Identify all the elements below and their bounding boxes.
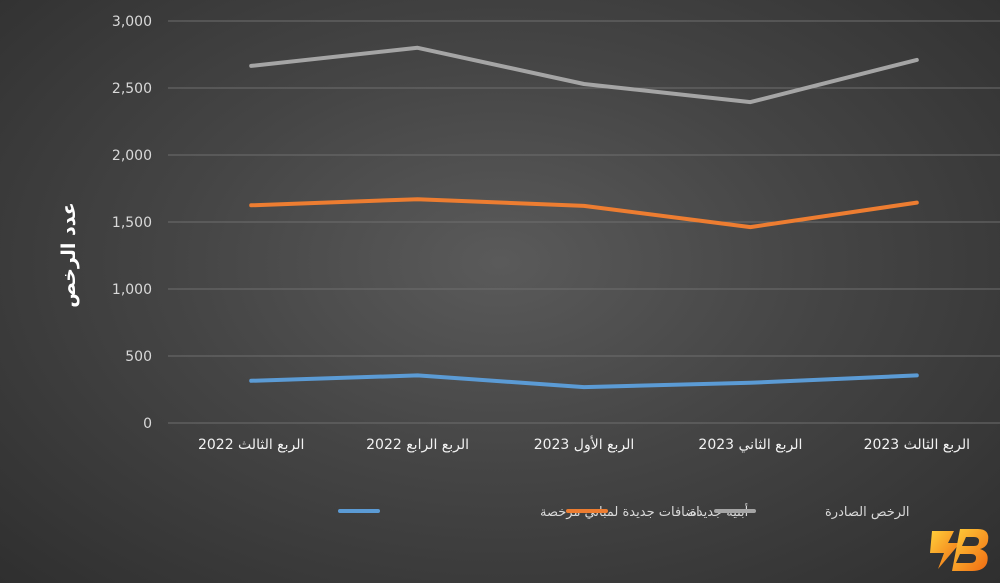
legend-label: اضافات جديدة لمباني مرخصة [540, 505, 700, 520]
y-tick-label: 500 [125, 349, 152, 365]
y-tick-label: 1,000 [112, 282, 152, 298]
x-axis-ticks: الربع الثالث 2022 الربع الرابع 2022 الربع … [198, 435, 970, 453]
y-axis-label: عدد الرخص [58, 202, 80, 307]
x-tick-label: الربع الثالث 2023 [864, 437, 970, 453]
x-tick-label: الربع الرابع 2022 [366, 437, 469, 453]
series-line-0 [249, 373, 919, 390]
y-tick-label: 3,000 [112, 14, 152, 30]
brand-logo [930, 529, 989, 571]
x-tick-label: الربع الثاني 2023 [698, 437, 802, 453]
x-tick-label: الربع الثالث 2022 [198, 437, 304, 453]
y-tick-label: 2,500 [112, 81, 152, 97]
series-lines [249, 45, 919, 390]
legend-label: الرخص الصادرة [825, 505, 910, 520]
series-line-1 [249, 197, 919, 230]
legend: اضافات جديدة لمباني مرخصةأبنية جديدةالرخ… [338, 503, 910, 520]
y-axis-ticks: 0 500 1,000 1,500 2,000 2,500 3,000 [112, 14, 152, 432]
y-tick-label: 0 [143, 416, 152, 432]
series-line-2 [249, 45, 919, 105]
x-tick-label: الربع الأول 2023 [534, 435, 635, 453]
y-tick-label: 1,500 [112, 215, 152, 231]
y-tick-label: 2,000 [112, 148, 152, 164]
grid-lines [168, 20, 1000, 424]
